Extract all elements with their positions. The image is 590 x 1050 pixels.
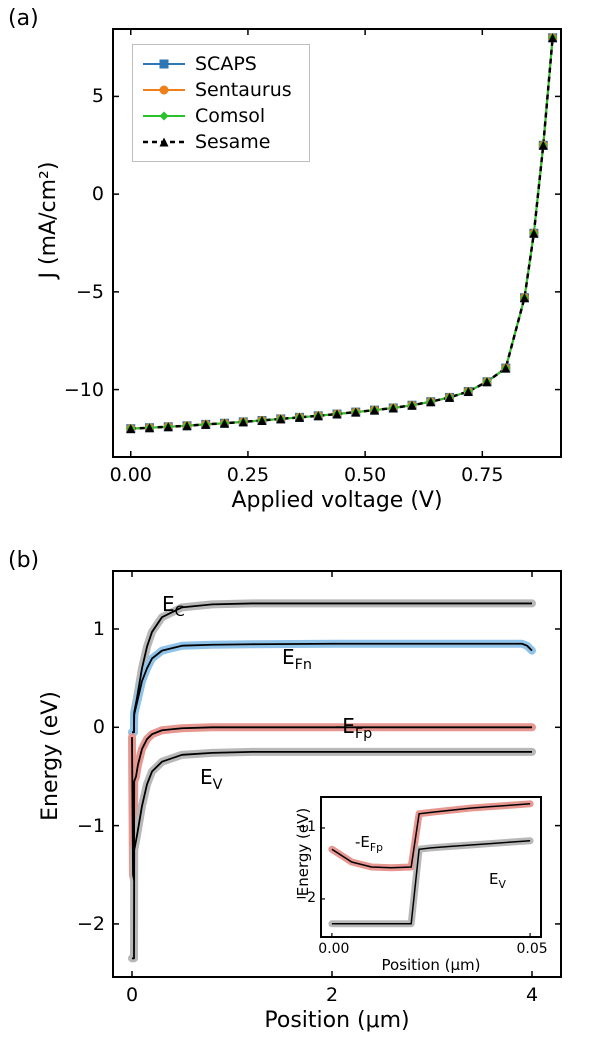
legend-text: Comsol	[195, 105, 265, 127]
figure-container: (a) J (mA/cm²) Applied voltage (V) 0.000…	[0, 0, 590, 1050]
curve-label: -EFp	[335, 714, 372, 742]
legend-row: SCAPS	[141, 51, 301, 77]
curve-label: EFn	[282, 645, 312, 673]
panel-a-ytick: −5	[52, 281, 104, 303]
panel-b-xtick: 4	[512, 984, 552, 1006]
panel-b-ytick: −1	[57, 815, 105, 837]
panel-a-xtick: 0.00	[101, 464, 161, 486]
panel-a-ytick: 0	[52, 183, 104, 205]
inset-xtick: 0.00	[314, 941, 354, 957]
curve-label: EV	[200, 765, 223, 793]
panel-b-ytick: 0	[57, 716, 105, 738]
panel-a-ytick: 5	[52, 85, 104, 107]
panel-a-label: (a)	[8, 6, 39, 31]
panel-b-ytick: 1	[57, 618, 105, 640]
legend-row: Comsol	[141, 103, 301, 129]
panel-a-ytick: −10	[52, 379, 104, 401]
inset-curve-label: EV	[489, 870, 506, 891]
panel-b-xtick: 0	[112, 984, 152, 1006]
panel-a-xtick: 0.50	[335, 464, 395, 486]
panel-a-xlabel: Applied voltage (V)	[112, 488, 562, 513]
curve-label: EC	[162, 592, 185, 620]
panel-b-inset-svg	[320, 796, 542, 938]
panel-b-xlabel: Position (μm)	[112, 1008, 562, 1033]
legend-row: Sentaurus	[141, 77, 301, 103]
legend-swatch	[141, 54, 187, 74]
legend-text: SCAPS	[195, 53, 257, 75]
panel-b-xtick: 2	[312, 984, 352, 1006]
legend-text: Sesame	[195, 131, 271, 153]
panel-b-inset-ylabel: Energy (eV)	[294, 792, 312, 912]
panel-a-legend: SCAPS Sentaurus Comsol Sesame	[132, 44, 310, 162]
legend-swatch	[141, 80, 187, 100]
panel-b-label: (b)	[8, 548, 39, 573]
panel-a-xtick: 0.75	[452, 464, 512, 486]
legend-text: Sentaurus	[195, 79, 292, 101]
legend-swatch	[141, 132, 187, 152]
legend-row: Sesame	[141, 129, 301, 155]
panel-a-xtick: 0.25	[218, 464, 278, 486]
inset-curve-label: -EFp	[355, 833, 383, 854]
panel-b-inset-xlabel: Position (μm)	[320, 956, 542, 974]
inset-xtick: 0.05	[512, 941, 552, 957]
legend-swatch	[141, 106, 187, 126]
panel-b-ytick: −2	[57, 913, 105, 935]
